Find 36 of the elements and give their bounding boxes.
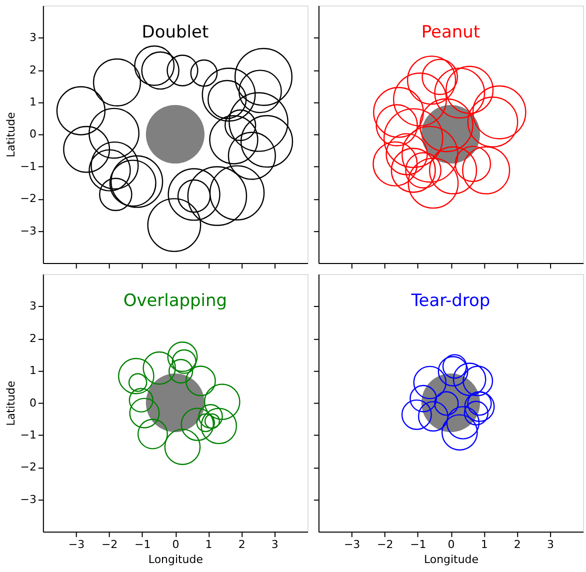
- y-tick-label: −2: [20, 192, 36, 206]
- x-tick-label: 2: [238, 538, 246, 552]
- y-tick-label: 1: [29, 96, 36, 109]
- y-tick-label: −2: [20, 460, 36, 474]
- y-tick-label: 2: [29, 63, 36, 76]
- y-axis-title: Latitude: [4, 380, 18, 426]
- y-tick-label: 0: [29, 128, 36, 141]
- x-tick-label: 1: [480, 538, 488, 552]
- y-tick-label: 3: [29, 300, 36, 313]
- text: Peanut: [421, 22, 480, 42]
- y-tick-label: −1: [20, 160, 36, 173]
- y-tick-label: −1: [20, 428, 36, 442]
- x-tick-label: −3: [68, 538, 85, 552]
- x-tick-label: −3: [344, 538, 360, 552]
- y-tick-label: 3: [29, 31, 36, 44]
- x-tick-label: −1: [410, 538, 426, 552]
- text: Tear-drop: [410, 290, 490, 311]
- x-tick-label: −1: [134, 538, 151, 552]
- y-axis-title: Latitude: [4, 112, 18, 158]
- y-tick-label: −3: [20, 492, 36, 506]
- text: Doublet: [142, 22, 209, 42]
- x-axis-title: Longitude: [424, 553, 479, 566]
- x-tick-label: 1: [205, 538, 212, 552]
- y-tick-label: 2: [29, 332, 36, 345]
- x-tick-label: −2: [377, 538, 394, 552]
- x-tick-label: 3: [271, 538, 278, 552]
- x-tick-label: 3: [546, 538, 554, 552]
- y-tick-label: −3: [20, 224, 36, 238]
- x-axis-title: Longitude: [148, 553, 204, 566]
- y-tick-label: 1: [29, 364, 36, 378]
- text: Overlapping: [123, 290, 228, 311]
- x-tick-label: 0: [448, 538, 455, 552]
- x-tick-label: −2: [101, 538, 118, 552]
- y-tick-label: 0: [29, 396, 36, 410]
- x-tick-label: 0: [172, 538, 180, 552]
- x-tick-label: 2: [514, 538, 521, 552]
